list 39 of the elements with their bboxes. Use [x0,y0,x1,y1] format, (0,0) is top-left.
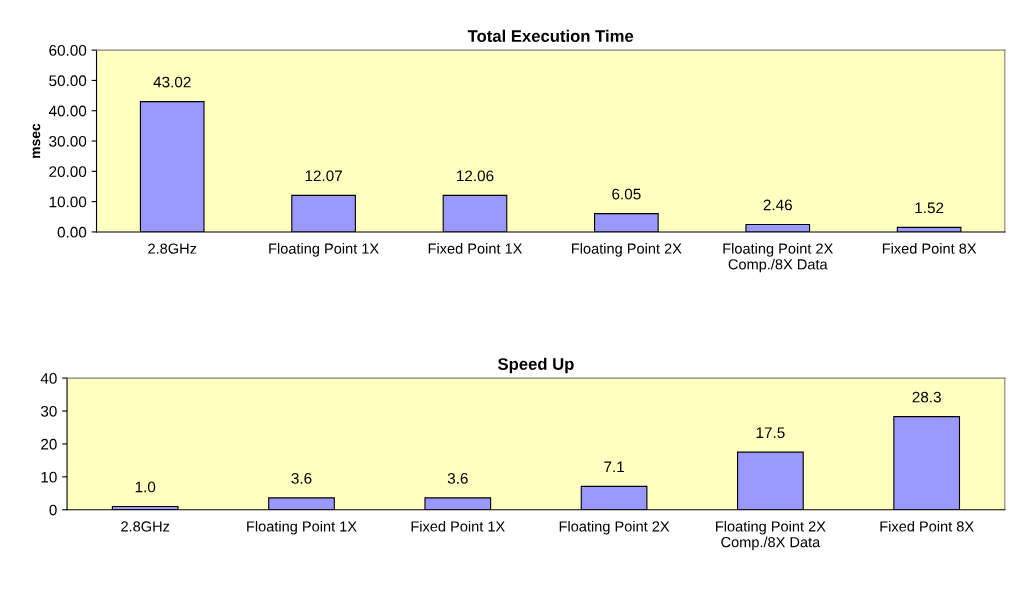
data-label: 1.0 [135,481,156,493]
chart-title: Speed Up [497,357,574,374]
data-label: 12.06 [457,170,494,182]
x-tick-label: Fixed Point 8X [880,520,974,532]
x-tick-label: 2.8GHz [148,243,197,254]
data-label: 2.46 [763,199,792,211]
x-tick-label: Floating Point 2X Comp./8X Data [723,243,833,273]
y-tick-label: 10 [41,471,57,483]
x-tick-label: Floating Point 1X [269,243,379,257]
data-label: 28.3 [912,391,941,403]
y-axis-title: msec [32,123,41,158]
x-tick-label: Floating Point 2X [572,243,682,257]
y-tick-label: 0.00 [57,226,87,238]
data-label: 3.6 [447,472,468,484]
data-label: 6.05 [612,188,641,200]
data-label: 3.6 [291,472,312,484]
y-tick-label: 50.00 [49,75,87,87]
x-tick-label: Floating Point 2X Comp./8X Data [716,520,826,551]
data-label: 1.52 [915,202,944,214]
data-label: 7.1 [604,461,624,473]
y-tick-label: 30 [40,405,57,417]
data-label: 12.07 [305,170,342,182]
x-tick-label: Floating Point 1X [247,520,357,535]
x-tick-label: Fixed Point 8X [882,243,977,254]
y-tick-label: 40.00 [48,105,87,117]
y-tick-label: 0 [49,504,57,516]
x-tick-label: 2.8GHz [121,521,170,532]
y-tick-label: 10.00 [49,196,87,208]
data-label: 43.02 [153,76,191,88]
x-tick-label: Fixed Point 1X [411,520,505,532]
y-tick-label: 20.00 [49,166,87,178]
x-tick-label: Floating Point 2X [559,520,670,535]
y-tick-label: 30.00 [49,135,87,147]
y-tick-label: 40 [40,372,57,384]
y-tick-label: 60.00 [49,45,87,56]
y-tick-label: 20 [41,438,57,450]
chart-title: Total Execution Time [467,29,634,42]
x-tick-label: Fixed Point 1X [428,243,523,254]
data-label: 17.5 [756,427,785,439]
